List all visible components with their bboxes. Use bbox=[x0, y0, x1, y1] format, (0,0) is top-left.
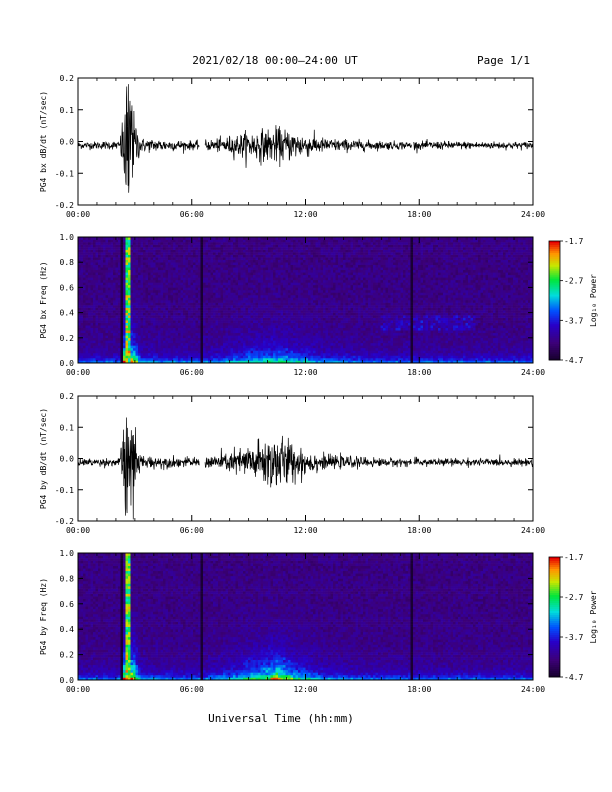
spectrogram-image bbox=[78, 553, 534, 681]
x-tick-label: 00:00 bbox=[66, 526, 90, 535]
spectrogram-image bbox=[78, 237, 534, 364]
x-tick-label: 24:00 bbox=[521, 685, 545, 694]
x-tick-label: 24:00 bbox=[521, 526, 545, 535]
x-tick-label: 06:00 bbox=[180, 526, 204, 535]
x-tick-label: 12:00 bbox=[293, 685, 317, 694]
y-tick-label: -0.1 bbox=[55, 169, 74, 178]
x-tick-label: 18:00 bbox=[407, 368, 431, 377]
x-tick-label: 12:00 bbox=[293, 526, 317, 535]
y-axis-label: PG4 bx Freq (Hz) bbox=[39, 261, 48, 338]
dbdt-trace bbox=[77, 417, 534, 520]
y-tick-label: 0.6 bbox=[60, 283, 75, 292]
bx-spectrogram-panel: 00:00 06:00 12:00 18:00 24:00 0.0 0.2 0.4 0.6 0.8… bbox=[39, 233, 598, 377]
bx-dbdt-panel: 00:00 06:00 12:00 18:00 24:00 -0.2 -0.1 0.0 0.1 0… bbox=[39, 74, 545, 219]
y-tick-label: 1.0 bbox=[60, 233, 75, 242]
x-tick-label: 12:00 bbox=[293, 368, 317, 377]
dbdt-trace bbox=[77, 84, 534, 193]
colorbar: -1.7 -2.7 -3.7 -4.7 Log₁₀ Power bbox=[548, 237, 598, 365]
colorbar-tick-label: -4.7 bbox=[564, 673, 583, 682]
y-tick-label: -0.2 bbox=[55, 201, 74, 210]
y-tick-label: 0.1 bbox=[60, 423, 75, 432]
y-tick-label: -0.1 bbox=[55, 486, 74, 495]
y-tick-label: 0.0 bbox=[60, 138, 75, 147]
y-tick-label: 0.4 bbox=[60, 625, 75, 634]
colorbar: -1.7 -2.7 -3.7 -4.7 Log₁₀ Power bbox=[548, 553, 598, 682]
y-tick-label: 0.0 bbox=[60, 455, 75, 464]
y-tick-label: 0.6 bbox=[60, 600, 75, 609]
y-tick-label: 0.8 bbox=[60, 574, 75, 583]
x-tick-label: 18:00 bbox=[407, 526, 431, 535]
x-tick-label: 12:00 bbox=[293, 210, 317, 219]
y-tick-label: 0.4 bbox=[60, 309, 75, 318]
x-tick-label: 00:00 bbox=[66, 685, 90, 694]
y-axis-label: PG4 by Freq (Hz) bbox=[39, 578, 48, 655]
by-dbdt-panel: 00:00 06:00 12:00 18:00 24:00 -0.2 -0.1 0.0 0.1 0… bbox=[39, 392, 545, 535]
colorbar-tick-label: -3.7 bbox=[564, 316, 583, 325]
x-tick-label: 24:00 bbox=[521, 368, 545, 377]
y-tick-label: 0.2 bbox=[60, 334, 75, 343]
y-tick-label: 0.8 bbox=[60, 258, 75, 267]
y-tick-label: -0.2 bbox=[55, 517, 74, 526]
x-tick-label: 18:00 bbox=[407, 685, 431, 694]
x-tick-label: 00:00 bbox=[66, 210, 90, 219]
by-spectrogram-panel: 00:00 06:00 12:00 18:00 24:00 0.0 0.2 0.4 0.6 0.8… bbox=[39, 549, 598, 694]
x-tick-label: 00:00 bbox=[66, 368, 90, 377]
x-tick-label: 06:00 bbox=[180, 368, 204, 377]
colorbar-tick-label: -1.7 bbox=[564, 237, 583, 246]
x-tick-label: 24:00 bbox=[521, 210, 545, 219]
colorbar-tick-label: -4.7 bbox=[564, 356, 583, 365]
page-label: Page 1/1 bbox=[477, 54, 530, 67]
y-axis-label: PG4 by dB/dt (nT/sec) bbox=[39, 408, 48, 509]
colorbar-label: Log₁₀ Power bbox=[589, 274, 598, 327]
x-tick-label: 06:00 bbox=[180, 210, 204, 219]
chart-title: 2021/02/18 00:00–24:00 UT bbox=[192, 54, 358, 67]
y-tick-label: 0.0 bbox=[60, 676, 75, 685]
y-tick-label: 0.1 bbox=[60, 106, 75, 115]
x-tick-label: 06:00 bbox=[180, 685, 204, 694]
plot-frame bbox=[77, 395, 534, 522]
x-tick-label: 18:00 bbox=[407, 210, 431, 219]
colorbar-tick-label: -1.7 bbox=[564, 553, 583, 562]
y-tick-label: 0.2 bbox=[60, 651, 75, 660]
y-tick-label: 1.0 bbox=[60, 549, 75, 558]
colorbar-label: Log₁₀ Power bbox=[589, 590, 598, 643]
y-tick-label: 0.2 bbox=[60, 392, 75, 401]
colorbar-tick-label: -3.7 bbox=[564, 633, 583, 642]
y-tick-label: 0.2 bbox=[60, 74, 75, 83]
y-tick-label: 0.0 bbox=[60, 359, 75, 368]
y-axis-label: PG4 bx dB/dt (nT/sec) bbox=[39, 91, 48, 192]
colorbar-tick-label: -2.7 bbox=[564, 277, 583, 286]
colorbar-tick-label: -2.7 bbox=[564, 593, 583, 602]
x-axis-label: Universal Time (hh:mm) bbox=[208, 712, 354, 725]
